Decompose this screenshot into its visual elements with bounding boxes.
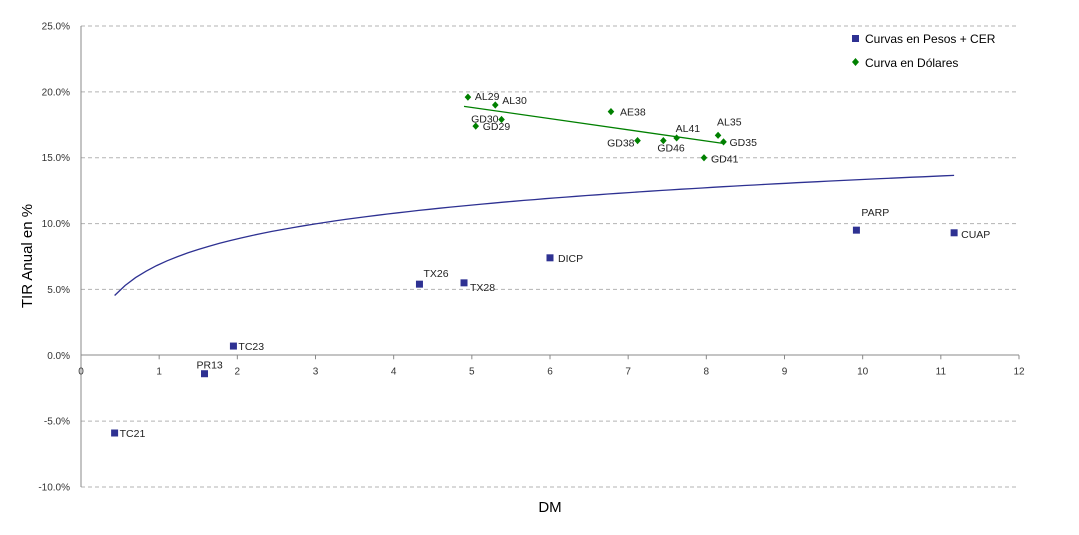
x-tick-label: 2 [235,366,241,377]
data-point-cuap [950,229,958,237]
x-tick-label: 11 [936,366,947,377]
y-tick-label: -5.0% [44,417,70,428]
point-label-gd41: GD41 [711,154,739,166]
point-label-cuap: CUAP [961,229,990,241]
x-tick-label: 10 [857,366,869,377]
point-label-parp: PARP [861,207,889,219]
data-point-tc23 [229,342,237,350]
data-point-gd38 [634,136,641,145]
point-label-pr13: PR13 [197,360,223,372]
x-tick-label: 0 [78,366,84,377]
data-point-gd30 [498,115,505,124]
point-label-al35: AL35 [717,116,742,128]
data-point-al29 [464,93,472,101]
trendline [114,174,955,296]
data-point-al41 [673,134,680,142]
x-tick-label: 9 [782,366,788,377]
data-points: TC21 PR13 TC23 TX26 TX28 DICP PARP CUAP AL29 AL30… [111,91,990,440]
y-tick-labels: -10.0% -5.0% 0.0% 5.0% 10.0% 15.0% 20.0% 25.0% [38,22,70,494]
data-point-tc21 [111,429,119,437]
x-tick-label: 4 [391,366,397,377]
data-point-ae38 [607,108,615,116]
data-point-tx28 [460,279,468,287]
x-tick-label: 7 [625,366,631,377]
x-tick-label: 3 [313,366,319,377]
point-label-tx28: TX28 [470,282,495,294]
data-point-parp [852,226,860,234]
legend: Curvas en Pesos + CER Curva en Dólares [852,32,996,70]
data-point-al35 [714,131,722,139]
point-label-gd38: GD38 [607,138,635,150]
gridlines [81,25,1019,488]
y-tick-label: 5.0% [47,285,70,296]
legend-label-pesos: Curvas en Pesos + CER [865,32,996,46]
legend-label-dolares: Curva en Dólares [865,56,958,70]
point-label-ae38: AE38 [620,107,646,119]
data-point-gd29 [472,122,480,130]
y-tick-label: 25.0% [42,22,70,33]
data-point-gd41 [700,154,708,162]
data-point-al30 [491,101,499,109]
point-label-gd30: GD30 [471,114,499,126]
legend-marker-dolares [852,58,859,66]
x-tick-label: 5 [469,366,475,377]
point-label-al30: AL30 [502,95,527,107]
y-tick-label: 20.0% [42,87,70,98]
x-tick-label: 8 [704,366,710,377]
y-tick-label: -10.0% [38,483,70,494]
point-label-al29: AL29 [475,91,500,103]
y-tick-label: 0.0% [47,351,70,362]
data-point-gd46 [660,136,667,145]
y-axis-title: TIR Anual en % [19,204,36,308]
y-tick-label: 10.0% [42,219,70,230]
point-label-gd35: GD35 [730,137,758,149]
x-tick-label: 1 [156,366,162,377]
data-point-tx26 [415,280,423,288]
point-label-al41: AL41 [676,123,701,135]
x-tick-label: 6 [547,366,553,377]
point-label-tc21: TC21 [120,428,146,440]
data-point-pr13 [201,370,209,378]
x-tick-label: 12 [1013,366,1025,377]
point-label-tc23: TC23 [238,341,264,353]
data-point-dicp [546,254,554,262]
y-tick-label: 15.0% [42,153,70,164]
legend-marker-pesos [852,35,859,42]
point-label-gd29: GD29 [483,121,511,133]
x-tick-labels: 0 1 2 3 4 5 6 7 8 9 10 11 12 [78,355,1025,377]
point-label-dicp: DICP [558,253,583,265]
x-axis-title: DM [538,499,561,516]
point-label-tx26: TX26 [423,268,448,280]
data-point-gd35 [720,138,727,146]
point-label-gd46: GD46 [657,143,685,155]
